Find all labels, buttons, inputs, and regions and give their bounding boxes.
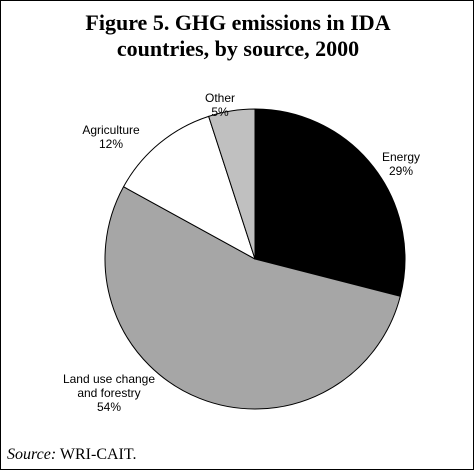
source-label: Source: [7,446,57,463]
figure-title-line-2: countries, by source, 2000 [116,36,360,61]
figure-title: Figure 5. GHG emissions in IDA countries… [1,10,473,62]
source-note: Source: WRI-CAIT. [7,445,136,465]
pie-slice-energy [254,108,406,297]
pie-label-land-use-change-and-forestry: Land use change and forestry 54% [63,372,155,414]
figure-title-line-1: Figure 5. GHG emissions in IDA [85,10,391,35]
pie-slice-other [208,108,256,260]
pie-slice-agriculture [123,115,256,260]
pie-label-agriculture: Agriculture 12% [82,123,140,151]
pie-slices [104,108,406,410]
pie-slice-land-use-change-and-forestry [104,186,401,410]
pie-label-other: Other 5% [205,91,235,119]
pie-labels: Energy 29% Land use change and forestry 54% A… [63,91,420,414]
source-text: WRI-CAIT. [56,446,137,463]
pie-label-energy: Energy 29% [382,150,420,178]
